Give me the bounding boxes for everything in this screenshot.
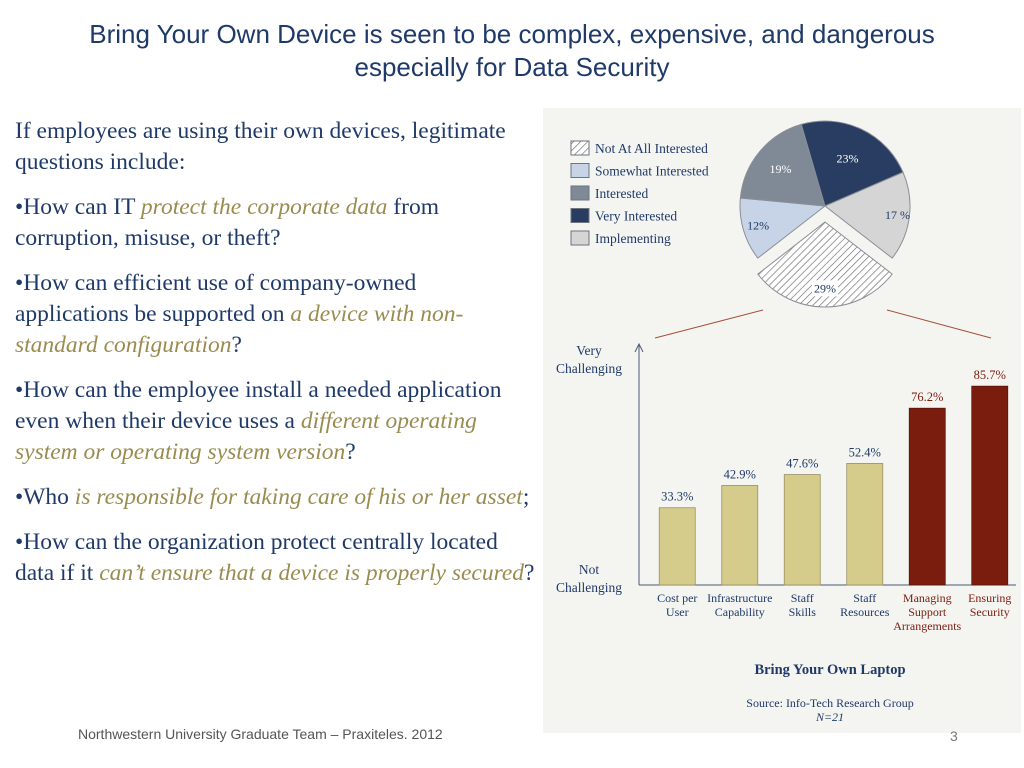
pie-slice-very-interested xyxy=(800,120,904,207)
question-5: •How can the organization protect centra… xyxy=(15,527,535,589)
legend-swatch-very-interested xyxy=(570,208,590,223)
y-label-top-line-1: Very xyxy=(576,343,602,358)
category-label-ensuring-security-line-1: Ensuring xyxy=(968,591,1011,605)
source-text: Source: Info-Tech Research Group xyxy=(746,696,913,710)
pie-chart: 29% 12% 19% 23% 17 % xyxy=(739,120,911,308)
bar-value-label-infrastructure-capability: 42.9% xyxy=(724,467,756,481)
question-4: •Who is responsible for taking care of h… xyxy=(15,482,535,513)
pie-slice-not-at-all-interested xyxy=(757,221,893,308)
question-1-highlight: protect the corporate data xyxy=(140,194,388,220)
question-5-highlight: can’t ensure that a device is properly s… xyxy=(99,560,525,586)
category-label-managing-support-arrangements-line-2: Support xyxy=(908,605,947,619)
footer-text: Northwestern University Graduate Team – … xyxy=(78,726,443,742)
legend-label-implementing: Implementing xyxy=(595,231,671,246)
category-label-staff-resources-line-1: Staff xyxy=(853,591,876,605)
bar-managing-support-arrangements xyxy=(908,407,946,586)
bar-staff-skills xyxy=(783,474,821,586)
pie-label-bg xyxy=(812,280,838,297)
chart-figure: 29% 12% 19% 23% 17 % Not At All Interested So… xyxy=(543,108,1021,733)
legend-label-interested: Interested xyxy=(595,186,648,201)
pie-value-label-somewhat-interested: 12% xyxy=(747,218,769,232)
connector-line-left xyxy=(654,309,764,339)
bar-ensuring-security xyxy=(971,385,1009,586)
question-5-end: ? xyxy=(524,560,535,586)
category-label-staff-skills-line-1: Staff xyxy=(791,591,814,605)
bar-value-label-ensuring-security: 85.7% xyxy=(974,368,1006,382)
bar-chart-title: Bring Your Own Laptop xyxy=(754,662,905,678)
category-label-staff-skills-line-2: Skills xyxy=(789,605,817,619)
legend-swatch-interested xyxy=(570,185,590,201)
question-2-end: ? xyxy=(231,332,242,358)
chart-svg: 29% 12% 19% 23% 17 % Not At All Interested So… xyxy=(556,120,1016,724)
question-3-end: ? xyxy=(345,439,356,465)
y-label-top-line-2: Challenging xyxy=(556,361,622,376)
bar-value-label-cost-per-user: 33.3% xyxy=(661,490,693,504)
bar-value-label-staff-resources: 52.4% xyxy=(849,445,881,459)
category-label-managing-support-arrangements-line-1: Managing xyxy=(903,591,952,605)
slide-title: Bring Your Own Device is seen to be comp… xyxy=(20,18,1004,84)
bar-cost-per-user xyxy=(658,507,696,586)
y-axis-arrow-icon xyxy=(634,342,644,353)
question-2-text: •How can efficient use of company-owned … xyxy=(15,270,417,327)
y-label-bottom-line-2: Challenging xyxy=(556,580,622,595)
question-4-text: •Who xyxy=(15,484,75,510)
legend-label-very-interested: Very Interested xyxy=(595,209,677,224)
page-number: 3 xyxy=(950,728,958,744)
bar-value-label-staff-skills: 47.6% xyxy=(786,457,818,471)
question-3-highlight: different operating system or operating … xyxy=(15,408,477,465)
pie-value-label-not-at-all-interested: 29% xyxy=(814,281,836,295)
legend-label-not-at-all-interested: Not At All Interested xyxy=(595,141,708,156)
pie-slice-somewhat-interested xyxy=(739,197,827,259)
legend-label-somewhat-interested: Somewhat Interested xyxy=(595,164,709,179)
body-text: If employees are using their own devices… xyxy=(15,116,535,603)
legend-swatch-implementing xyxy=(570,230,590,246)
connector-line-right xyxy=(886,309,992,339)
pie-value-label-very-interested: 23% xyxy=(836,151,858,165)
category-label-cost-per-user-line-2: User xyxy=(666,605,689,619)
question-1-end: from corruption, misuse, or theft? xyxy=(15,194,439,251)
question-1-text: •How can IT xyxy=(15,194,141,220)
pie-legend: Not At All Interested Somewhat Interested… xyxy=(570,140,709,246)
bar-chart: Very Challenging Not Challenging 33.3% Cost p… xyxy=(556,309,1016,724)
question-4-end: ; xyxy=(522,484,530,510)
category-label-staff-resources-line-2: Resources xyxy=(840,605,890,619)
category-label-ensuring-security-line-2: Security xyxy=(970,605,1010,619)
pie-value-label-interested: 19% xyxy=(769,162,791,176)
question-3: •How can the employee install a needed a… xyxy=(15,375,535,468)
question-3-text: •How can the employee install a needed a… xyxy=(15,377,502,434)
category-label-infrastructure-capability-line-2: Capability xyxy=(715,605,765,619)
question-5-text: •How can the organization protect centra… xyxy=(15,529,498,586)
legend-swatch-somewhat-interested xyxy=(570,163,590,178)
question-1: •How can IT protect the corporate data f… xyxy=(15,192,535,254)
title-line-1: Bring Your Own Device is seen to be comp… xyxy=(89,19,935,49)
legend-swatch-not-at-all-interested xyxy=(570,140,590,156)
category-label-managing-support-arrangements-line-3: Arrangements xyxy=(893,619,961,633)
bar-staff-resources xyxy=(846,463,884,586)
bar-value-label-managing-support-arrangements: 76.2% xyxy=(911,390,943,404)
title-line-2: especially for Data Security xyxy=(354,52,670,82)
intro-paragraph: If employees are using their own devices… xyxy=(15,118,506,175)
category-label-cost-per-user-line-1: Cost per xyxy=(657,591,697,605)
bar-infrastructure-capability xyxy=(721,485,759,586)
question-2: •How can efficient use of company-owned … xyxy=(15,268,535,361)
pie-slice-interested xyxy=(739,123,826,207)
category-label-infrastructure-capability-line-1: Infrastructure xyxy=(707,591,772,605)
pie-value-label-implementing: 17 % xyxy=(885,208,910,222)
question-2-highlight: a device with non-standard configuration xyxy=(15,301,464,358)
question-4-highlight: is responsible for taking care of his or… xyxy=(74,484,523,510)
y-label-bottom-line-1: Not xyxy=(579,562,599,577)
pie-slice-implementing xyxy=(824,171,911,259)
sample-size-text: N=21 xyxy=(815,710,844,724)
